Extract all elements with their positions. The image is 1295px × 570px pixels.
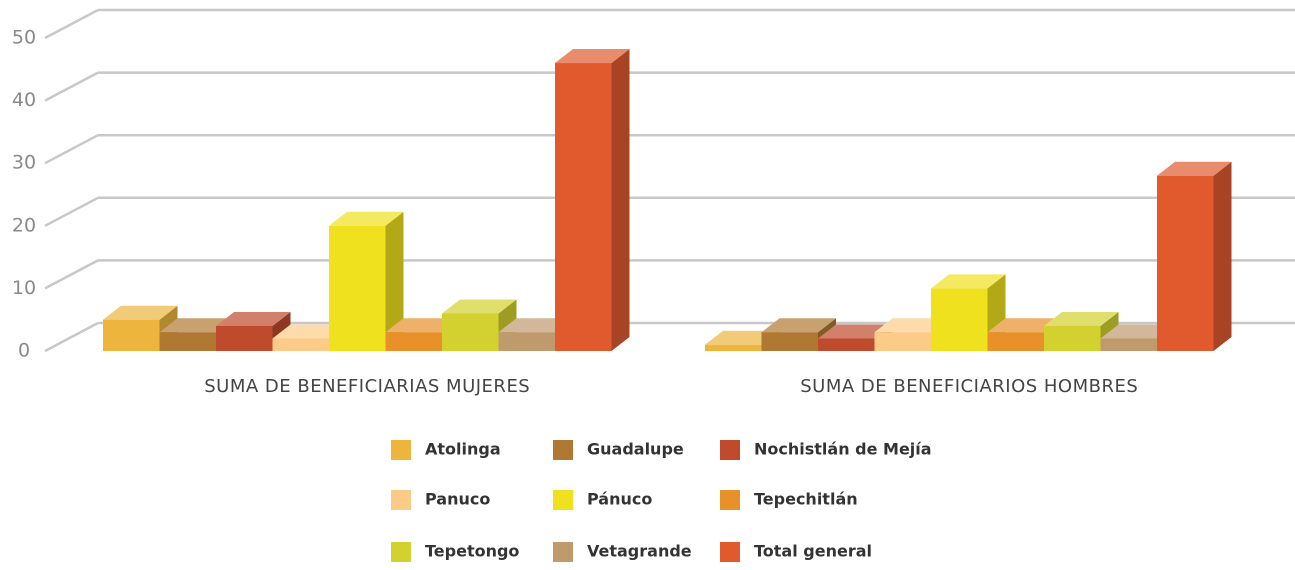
bar-top xyxy=(705,330,780,345)
bar-top xyxy=(442,299,517,314)
bar-front xyxy=(874,332,931,351)
legend-swatch xyxy=(391,542,411,562)
legend-swatch xyxy=(553,440,573,460)
bar-front xyxy=(555,63,612,351)
grid-line-side xyxy=(44,8,99,40)
bar-front xyxy=(1157,175,1214,351)
x-tick-label: SUMA DE BENEFICIARIOS HOMBRES xyxy=(800,376,1138,397)
bar-side xyxy=(1213,161,1232,351)
y-tick-label: 10 xyxy=(12,277,36,299)
bar xyxy=(1157,161,1232,351)
y-tick-label: 50 xyxy=(12,27,36,49)
legend-swatch xyxy=(553,490,573,510)
bar-front xyxy=(987,332,1044,351)
y-tick-label: 40 xyxy=(12,89,36,111)
bar-front xyxy=(385,332,442,351)
bar-top xyxy=(761,318,836,333)
bar-front xyxy=(272,338,329,351)
y-tick-label: 0 xyxy=(18,340,30,362)
legend-label: Tepetongo xyxy=(425,542,519,561)
legend-label: Total general xyxy=(754,542,872,561)
legend-label: Vetagrande xyxy=(587,542,692,561)
bar-top xyxy=(385,318,460,333)
bar-top xyxy=(1100,324,1175,339)
bar-top xyxy=(987,318,1062,333)
bar-front xyxy=(498,332,555,351)
bar-top xyxy=(216,311,291,326)
legend-swatch xyxy=(391,490,411,510)
bar-top xyxy=(103,305,178,320)
bar-front xyxy=(1044,325,1101,351)
bar-top xyxy=(272,324,347,339)
bar-top xyxy=(818,324,893,339)
bar-front xyxy=(159,332,216,351)
legend-label: Nochistlán de Mejía xyxy=(754,440,932,459)
bar-front xyxy=(705,344,762,351)
y-tick-label: 20 xyxy=(12,214,36,236)
legend-swatch xyxy=(720,440,740,460)
grid-line-side xyxy=(44,71,99,102)
legend-label: Tepechitlán xyxy=(754,490,858,509)
grid-line-side xyxy=(44,321,99,353)
bar-top xyxy=(1157,161,1232,176)
bar-front xyxy=(761,332,818,351)
bar-front xyxy=(931,288,988,351)
bar-side xyxy=(385,211,404,351)
y-tick-label: 30 xyxy=(12,152,36,174)
bar xyxy=(931,274,1006,351)
legend-swatch xyxy=(391,440,411,460)
grid-line-side xyxy=(44,259,99,290)
bar-top xyxy=(931,274,1006,289)
bar-front xyxy=(103,319,160,351)
legend-label: Pánuco xyxy=(587,490,652,509)
bar-front xyxy=(216,325,273,351)
bar-top xyxy=(555,49,630,64)
bar-top xyxy=(874,318,949,333)
bar-front xyxy=(442,313,499,351)
legend-swatch xyxy=(553,542,573,562)
grid-line-side xyxy=(44,196,99,227)
bar-front xyxy=(329,225,386,351)
legend-swatch xyxy=(720,542,740,562)
legend-label: Guadalupe xyxy=(587,440,684,459)
bar xyxy=(555,49,630,351)
bar-front xyxy=(1100,338,1157,351)
bar-top xyxy=(329,211,404,226)
legend-label: Atolinga xyxy=(425,440,501,459)
legend-swatch xyxy=(720,490,740,510)
legend-label: Panuco xyxy=(425,490,490,509)
bar-side xyxy=(611,49,630,351)
grid-line-side xyxy=(44,134,99,165)
bar-front xyxy=(818,338,875,351)
x-tick-label: SUMA DE BENEFICIARIAS MUJERES xyxy=(204,376,530,397)
bar-top xyxy=(159,318,234,333)
bar-top xyxy=(1044,311,1119,326)
bar-top xyxy=(498,318,573,333)
bar xyxy=(329,211,404,351)
